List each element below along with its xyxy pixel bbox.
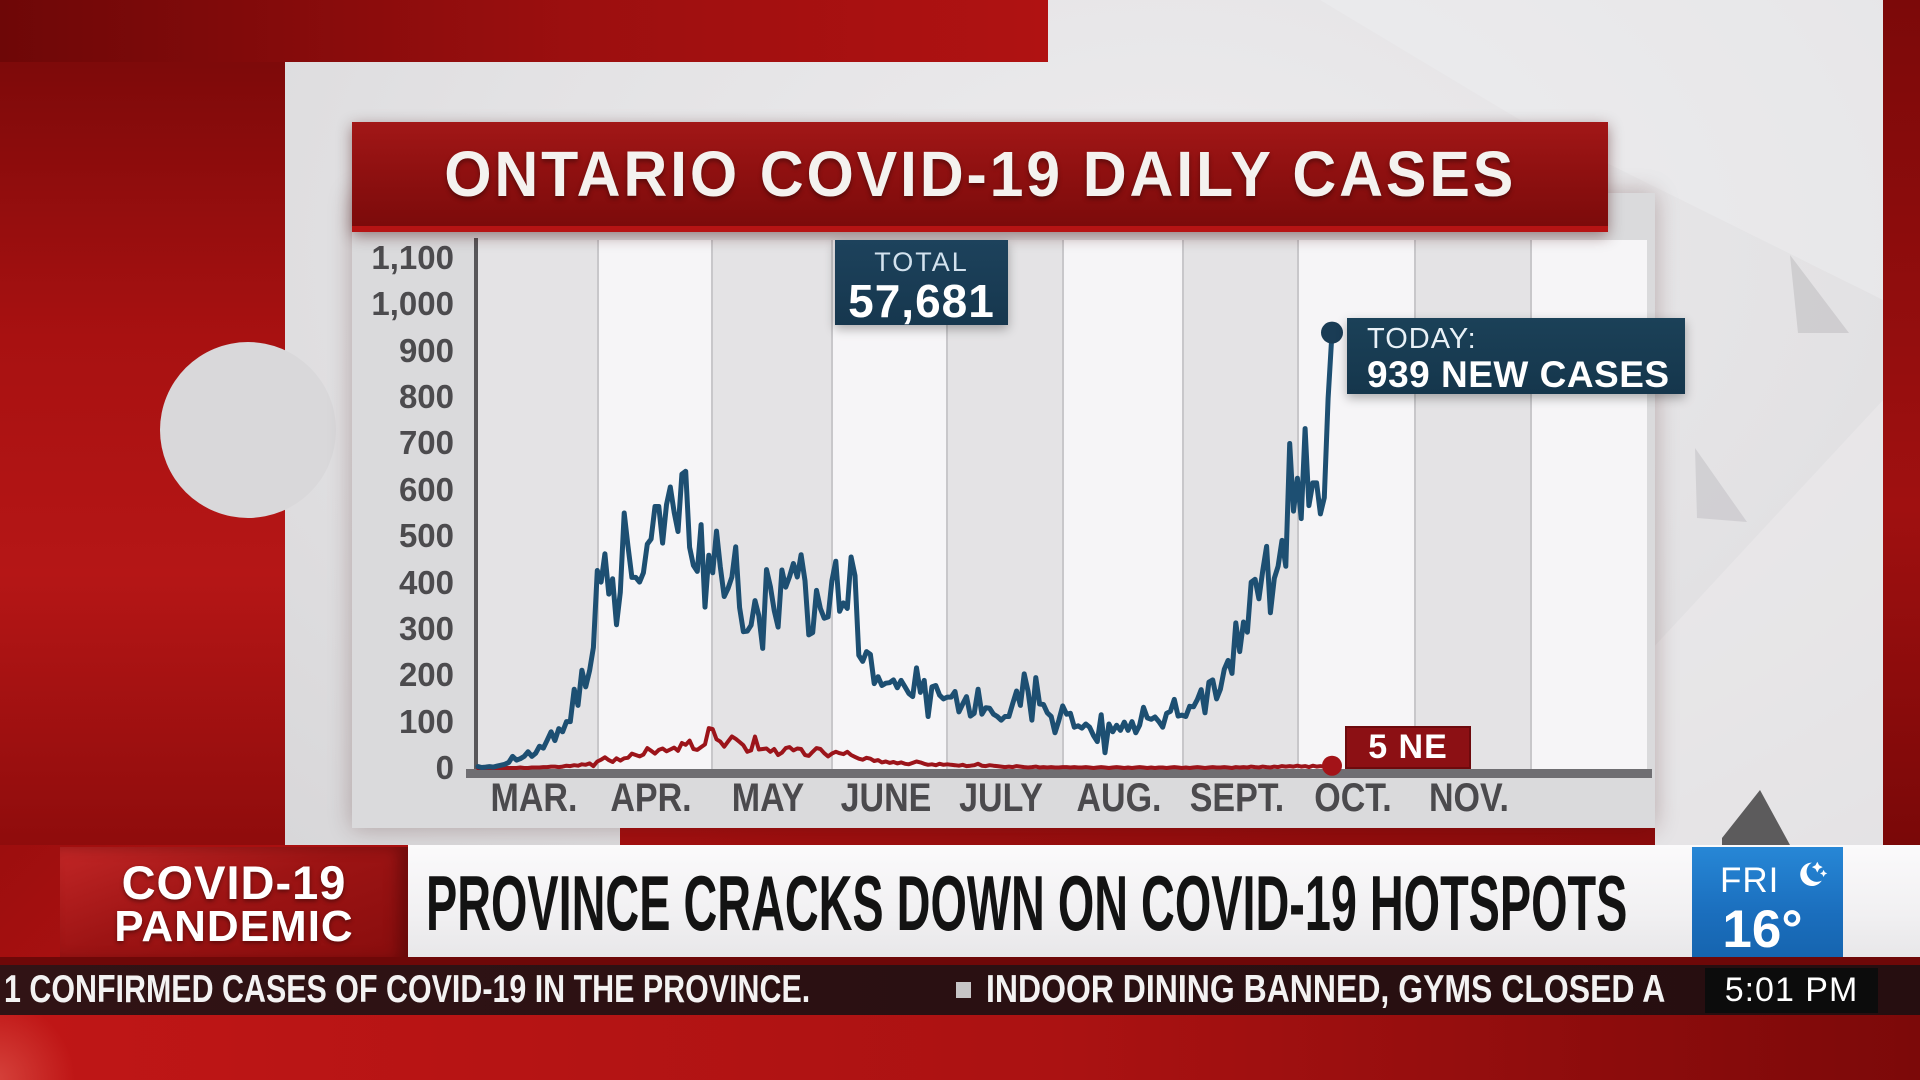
chart-title-banner: ONTARIO COVID-19 DAILY CASES bbox=[352, 122, 1608, 232]
backdrop-circle bbox=[160, 342, 336, 518]
headline-banner: PROVINCE CRACKS DOWN ON COVID-19 HOTSPOT… bbox=[408, 845, 1920, 961]
clock-time: 5:01 PM bbox=[1724, 971, 1859, 1009]
y-tick-label: 800 bbox=[398, 378, 454, 416]
today-label: TODAY: bbox=[1367, 323, 1477, 355]
weather-day: FRI bbox=[1720, 861, 1780, 900]
x-month-label: JULY bbox=[959, 776, 1043, 820]
y-tick-label: 600 bbox=[398, 470, 454, 508]
deaths-line bbox=[476, 726, 1334, 770]
crescent-moon-icon bbox=[1800, 861, 1828, 886]
x-month-label: MAR. bbox=[490, 776, 578, 820]
cases-line bbox=[475, 330, 1335, 770]
y-tick-label: 200 bbox=[398, 656, 454, 694]
red-strip-under-chart bbox=[620, 828, 1655, 845]
ticker-item-1: 1 CONFIRMED CASES OF COVID-19 IN THE PRO… bbox=[4, 968, 811, 1011]
backdrop-crease-1 bbox=[1790, 255, 1849, 333]
chart-title: ONTARIO COVID-19 DAILY CASES bbox=[444, 138, 1516, 210]
deaths-endpoint-dot bbox=[1322, 755, 1342, 776]
y-tick-label: 1,000 bbox=[371, 285, 454, 323]
y-tick-label: 100 bbox=[398, 702, 454, 740]
today-value: 939 NEW CASES bbox=[1367, 354, 1670, 395]
x-month-label: JUNE bbox=[840, 776, 931, 820]
deaths-badge: 5 NE bbox=[1345, 726, 1471, 769]
deaths-badge-text: 5 NE bbox=[1368, 728, 1448, 766]
backdrop-crease-2 bbox=[1695, 448, 1747, 522]
weather-temp: 16° bbox=[1722, 900, 1803, 959]
cases-endpoint-dot bbox=[1321, 321, 1343, 344]
total-value: 57,681 bbox=[848, 275, 995, 327]
x-month-label: SEPT. bbox=[1189, 776, 1284, 820]
headline-text: PROVINCE CRACKS DOWN ON COVID-19 HOTSPOT… bbox=[426, 858, 1628, 947]
weather-widget: FRI 16° bbox=[1692, 847, 1843, 964]
clock-badge: 5:01 PM bbox=[1705, 968, 1878, 1013]
y-tick-label: 900 bbox=[398, 331, 454, 369]
topic-line1: COVID-19 bbox=[121, 856, 347, 909]
total-label: TOTAL bbox=[874, 247, 969, 277]
y-tick-label: 500 bbox=[398, 517, 454, 555]
y-axis-line bbox=[474, 238, 478, 772]
x-axis-labels: MAR. APR. MAY JUNE JULY AUG. SEPT. OCT. NOV. bbox=[352, 193, 1655, 828]
y-tick-label: 300 bbox=[398, 609, 454, 647]
backdrop-crease-3 bbox=[1722, 790, 1790, 845]
x-month-label: OCT. bbox=[1313, 776, 1392, 820]
x-month-label: NOV. bbox=[1428, 776, 1510, 820]
y-axis-labels: 1,100 1,000 900 800 700 600 500 400 300 200 100 0 bbox=[352, 193, 464, 828]
y-tick-label: 400 bbox=[398, 563, 454, 601]
ticker-divider bbox=[0, 957, 1920, 965]
ticker-item-2: INDOOR DINING BANNED, GYMS CLOSED A bbox=[986, 968, 1666, 1011]
x-month-label: APR. bbox=[610, 776, 692, 820]
y-tick-label: 0 bbox=[435, 749, 454, 786]
endpoint-dots bbox=[1321, 321, 1343, 776]
y-tick-label: 700 bbox=[398, 424, 454, 462]
red-top-band bbox=[0, 0, 1048, 62]
red-right-band bbox=[1883, 0, 1920, 845]
x-month-label: AUG. bbox=[1076, 776, 1162, 820]
topic-line2: PANDEMIC bbox=[114, 902, 354, 951]
topic-banner: COVID-19 PANDEMIC bbox=[60, 847, 408, 961]
bottom-corner-glow bbox=[0, 1015, 90, 1080]
x-month-label: MAY bbox=[731, 776, 805, 820]
ticker-bullet-icon bbox=[956, 982, 971, 998]
data-lines bbox=[475, 330, 1335, 770]
bottom-red-bar bbox=[0, 1015, 1920, 1080]
today-badge: TODAY: 939 NEW CASES bbox=[1347, 318, 1685, 394]
news-ticker: 1 CONFIRMED CASES OF COVID-19 IN THE PRO… bbox=[0, 965, 1920, 1015]
y-tick-label: 1,100 bbox=[371, 239, 454, 276]
x-axis-baseline bbox=[466, 769, 1652, 778]
plot-area bbox=[466, 238, 1652, 778]
total-badge: TOTAL 57,681 bbox=[835, 240, 1008, 325]
